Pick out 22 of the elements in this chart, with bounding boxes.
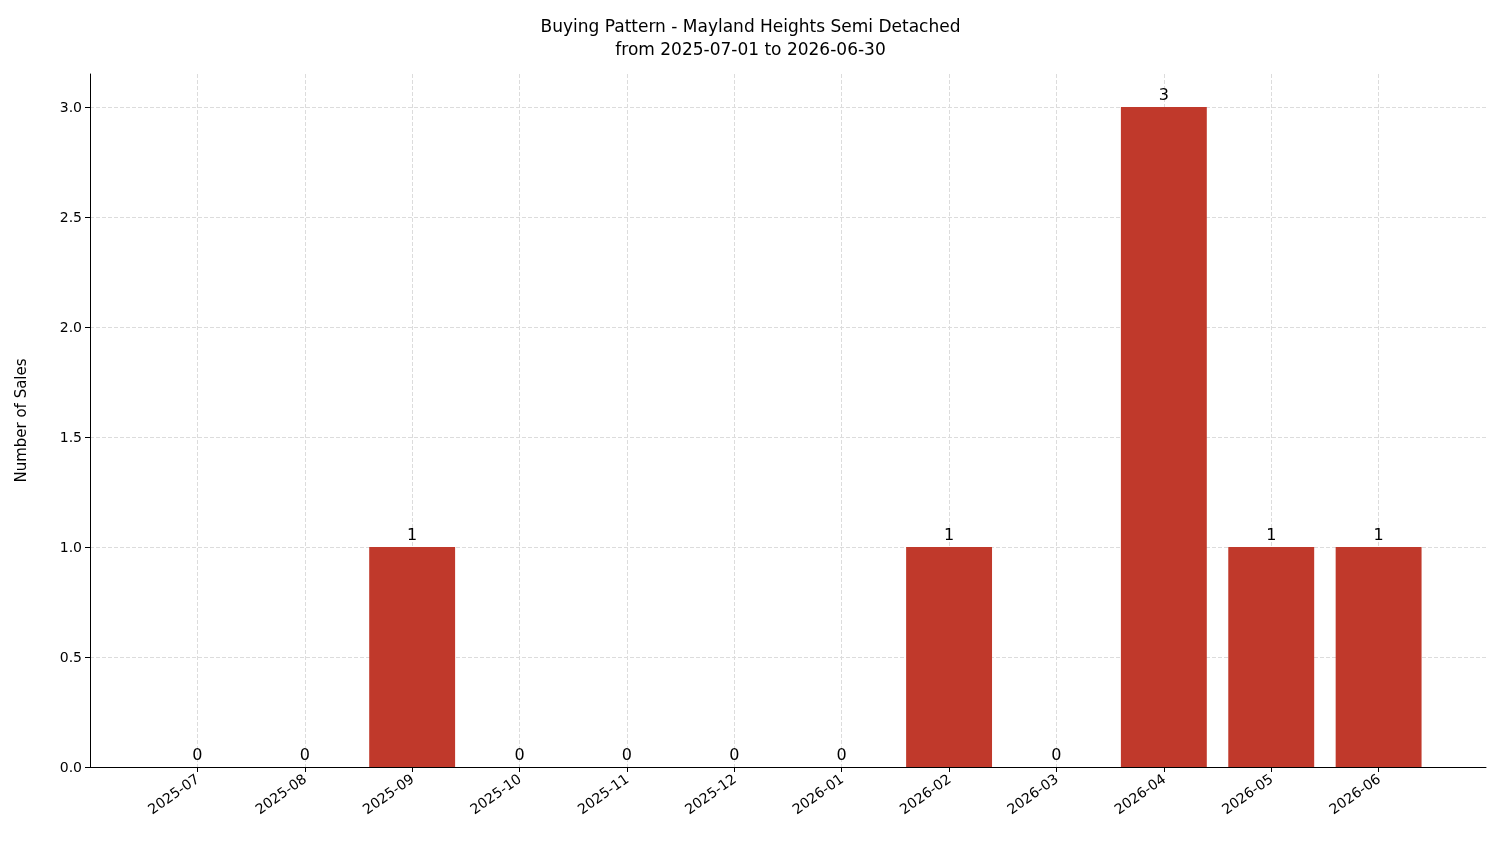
data-label: 1 xyxy=(407,524,418,544)
y-tick-label: 0.0 xyxy=(59,759,82,775)
data-label: 0 xyxy=(621,744,633,764)
y-tick-label: 2.5 xyxy=(59,209,82,225)
y-axis-title: Number of Sales xyxy=(11,358,30,483)
y-tick-label: 0.5 xyxy=(59,649,82,665)
y-tick-label: 1.5 xyxy=(59,429,82,445)
data-label: 0 xyxy=(192,744,203,764)
data-label: 1 xyxy=(1373,524,1384,544)
data-label: 0 xyxy=(514,744,525,764)
data-label: 0 xyxy=(836,744,847,764)
data-label: 0 xyxy=(729,744,740,764)
data-label: 3 xyxy=(1158,84,1169,104)
y-tick-label: 3.0 xyxy=(59,99,82,115)
data-label: 0 xyxy=(1051,744,1062,764)
y-tick-label: 1.0 xyxy=(59,539,82,555)
chart-title: Buying Pattern - Mayland Heights Semi Detached xyxy=(540,15,961,36)
data-label: 1 xyxy=(943,524,955,544)
data-label: 1 xyxy=(1266,524,1277,544)
data-label: 0 xyxy=(299,744,310,764)
chart-subtitle: from 2025-07-01 to 2026-06-30 xyxy=(615,38,886,59)
y-tick-label: 2.0 xyxy=(59,319,82,335)
